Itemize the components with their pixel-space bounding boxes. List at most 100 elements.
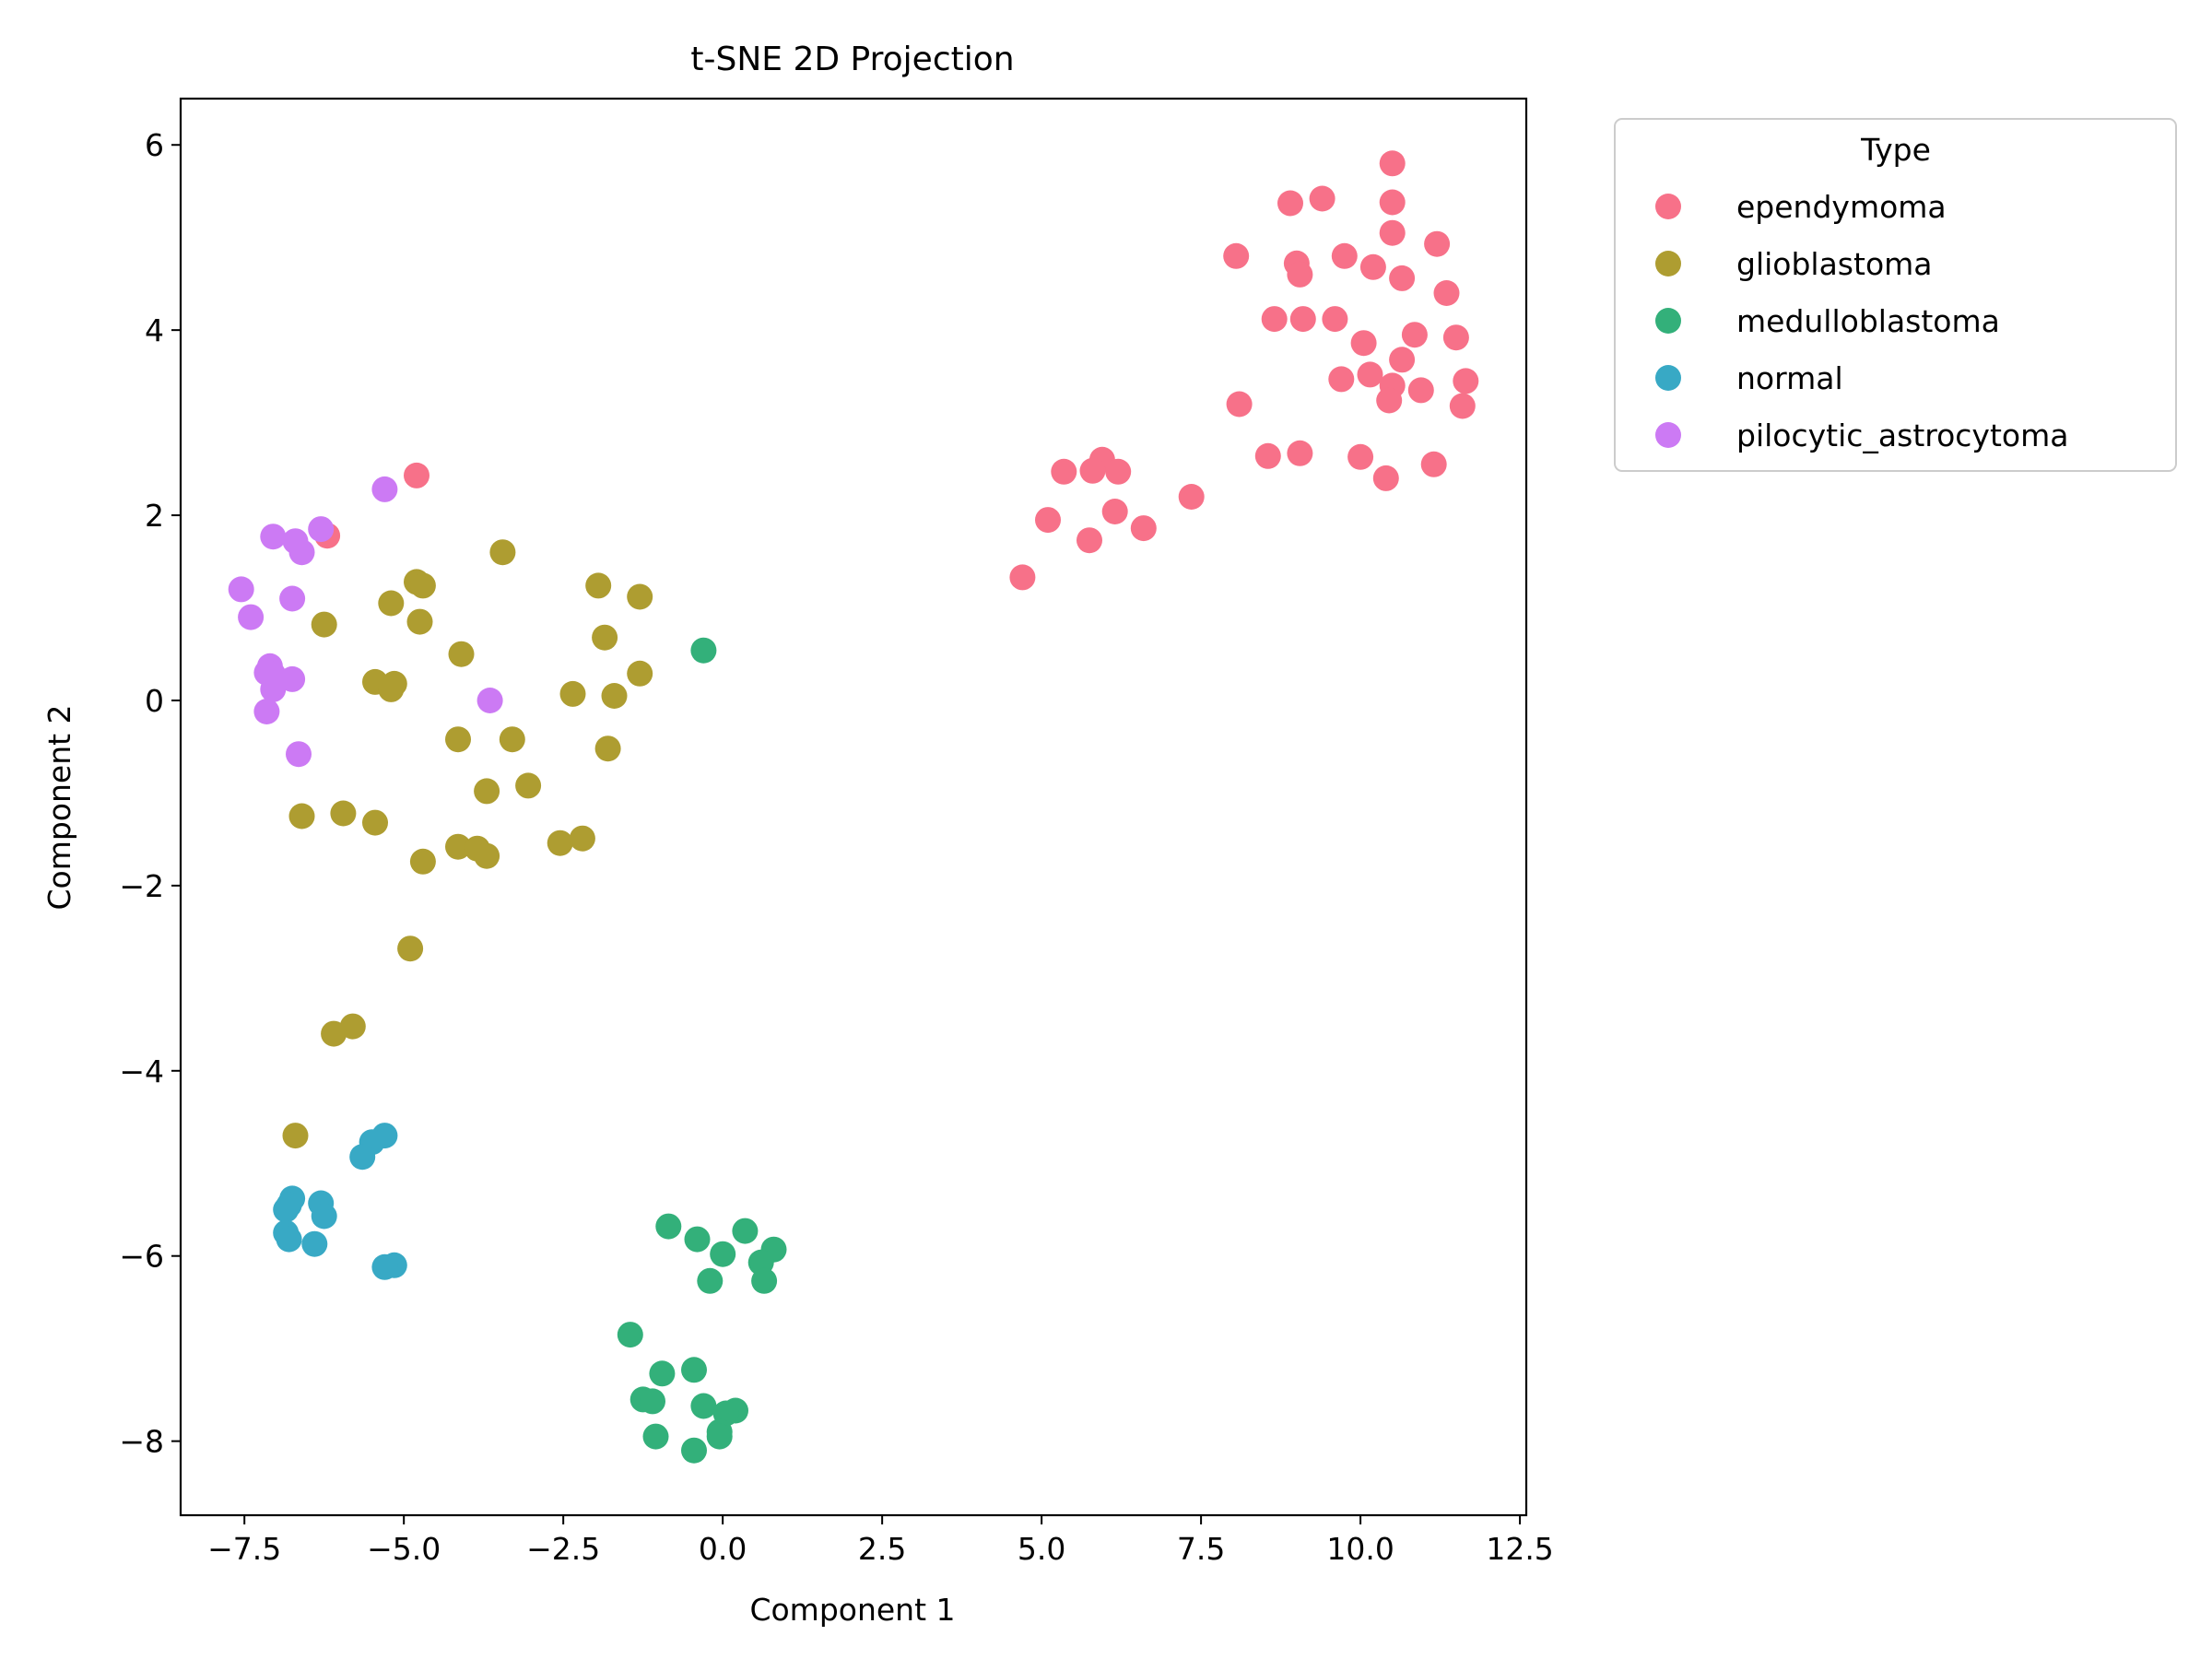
- point-ependymoma-40: [1130, 515, 1157, 542]
- point-pilocytic_astrocytoma-6: [279, 585, 306, 612]
- legend-item-ependymoma: ependymoma: [1655, 189, 1947, 225]
- point-glioblastoma-2: [409, 572, 436, 599]
- point-glioblastoma-16: [445, 726, 471, 753]
- point-medulloblastoma-2: [684, 1226, 711, 1253]
- point-ependymoma-27: [1449, 393, 1476, 419]
- point-glioblastoma-29: [409, 848, 436, 875]
- point-ependymoma-2: [1277, 190, 1303, 217]
- point-ependymoma-42: [1009, 564, 1036, 591]
- x-tick-label: 0.0: [699, 1531, 747, 1567]
- point-pilocytic_astrocytoma-5: [228, 576, 254, 603]
- x-tick-label: −7.5: [207, 1531, 281, 1567]
- point-glioblastoma-4: [627, 583, 653, 610]
- y-tick-label: 2: [145, 498, 164, 534]
- point-medulloblastoma-8: [751, 1267, 778, 1294]
- point-ependymoma-10: [1359, 253, 1386, 280]
- legend: Type ependymoma glioblastoma medulloblasto…: [1614, 118, 2177, 472]
- point-ependymoma-43: [404, 462, 429, 488]
- legend-item-glioblastoma: glioblastoma: [1655, 246, 1933, 282]
- point-ependymoma-8: [1331, 242, 1358, 269]
- point-ependymoma-15: [1322, 306, 1348, 333]
- point-glioblastoma-0: [489, 539, 516, 566]
- point-pilocytic_astrocytoma-14: [477, 688, 503, 713]
- legend-marker: [1655, 365, 1681, 391]
- point-ependymoma-25: [1453, 368, 1479, 394]
- point-glioblastoma-22: [288, 803, 315, 830]
- point-ependymoma-11: [1389, 265, 1416, 291]
- scatter-points: [228, 150, 1479, 1464]
- point-ependymoma-36: [1105, 458, 1132, 485]
- series-ependymoma: [314, 150, 1479, 591]
- legend-label: normal: [1736, 360, 1843, 396]
- point-normal-12: [371, 1253, 398, 1280]
- point-medulloblastoma-7: [697, 1267, 724, 1294]
- point-ependymoma-23: [1376, 387, 1403, 414]
- point-pilocytic_astrocytoma-11: [279, 665, 306, 692]
- point-glioblastoma-18: [594, 735, 621, 762]
- y-tick-label: 0: [145, 683, 164, 719]
- legend-item-normal: normal: [1655, 360, 1843, 396]
- point-medulloblastoma-19: [706, 1423, 733, 1450]
- y-tick-label: 6: [145, 127, 164, 163]
- plot-frame: [179, 97, 1528, 1517]
- point-ependymoma-4: [1379, 219, 1406, 246]
- x-tick-label: −5.0: [367, 1531, 441, 1567]
- x-tick-label: 7.5: [1177, 1531, 1225, 1567]
- x-axis-ticks: −7.5 −5.0 −2.5 0.0 2.5 5.0 7.5 10.0 12.5: [207, 1515, 1554, 1567]
- x-tick-label: 12.5: [1486, 1531, 1553, 1567]
- point-ependymoma-12: [1433, 280, 1460, 306]
- point-ependymoma-29: [1287, 440, 1313, 466]
- legend-marker: [1655, 422, 1681, 448]
- series-pilocytic_astrocytoma: [228, 476, 503, 768]
- y-axis-label: Component 2: [41, 704, 77, 910]
- point-ependymoma-37: [1178, 484, 1205, 510]
- x-tick-label: 2.5: [858, 1531, 906, 1567]
- point-ependymoma-24: [1407, 377, 1434, 404]
- point-glioblastoma-14: [559, 680, 586, 707]
- series-glioblastoma: [282, 539, 653, 1149]
- point-ependymoma-16: [1350, 330, 1377, 357]
- legend-marker: [1655, 308, 1681, 334]
- point-glioblastoma-7: [406, 608, 433, 635]
- point-pilocytic_astrocytoma-0: [371, 476, 398, 502]
- point-glioblastoma-3: [585, 572, 612, 599]
- point-ependymoma-28: [1254, 442, 1281, 469]
- point-normal-6: [273, 1196, 300, 1223]
- point-glioblastoma-19: [474, 778, 500, 805]
- point-ependymoma-21: [1357, 361, 1383, 388]
- point-medulloblastoma-9: [617, 1322, 643, 1348]
- point-medulloblastoma-20: [681, 1437, 707, 1464]
- legend-item-pilocytic_astrocytoma: pilocytic_astrocytoma: [1655, 418, 2068, 453]
- legend-label: ependymoma: [1736, 189, 1947, 225]
- point-pilocytic_astrocytoma-15: [286, 741, 312, 768]
- series-medulloblastoma: [617, 637, 787, 1464]
- point-glioblastoma-30: [397, 935, 424, 962]
- y-tick-label: −6: [119, 1239, 164, 1275]
- point-ependymoma-39: [1035, 507, 1061, 534]
- point-ependymoma-20: [1328, 366, 1355, 393]
- y-tick-label: −2: [119, 868, 164, 904]
- point-glioblastoma-28: [474, 842, 500, 869]
- legend-label: medulloblastoma: [1736, 303, 2000, 339]
- point-pilocytic_astrocytoma-12: [260, 676, 287, 702]
- point-ependymoma-0: [1379, 150, 1406, 177]
- point-ependymoma-32: [1372, 465, 1399, 491]
- chart-title: t-SNE 2D Projection: [690, 41, 1014, 78]
- x-tick-label: −2.5: [526, 1531, 600, 1567]
- point-ependymoma-5: [1424, 230, 1451, 257]
- point-medulloblastoma-0: [690, 637, 717, 664]
- point-glioblastoma-26: [445, 833, 471, 860]
- legend-marker: [1655, 251, 1681, 276]
- point-glioblastoma-13: [378, 676, 405, 702]
- y-tick-label: −8: [119, 1424, 164, 1460]
- point-ependymoma-13: [1261, 306, 1288, 333]
- point-medulloblastoma-3: [732, 1218, 759, 1244]
- x-axis-label: Component 1: [749, 1592, 955, 1628]
- point-ependymoma-41: [1077, 527, 1102, 554]
- point-pilocytic_astrocytoma-7: [238, 604, 265, 630]
- point-glioblastoma-9: [448, 641, 475, 667]
- point-normal-7: [311, 1203, 337, 1230]
- point-normal-10: [301, 1230, 328, 1257]
- point-ependymoma-1: [1309, 185, 1335, 212]
